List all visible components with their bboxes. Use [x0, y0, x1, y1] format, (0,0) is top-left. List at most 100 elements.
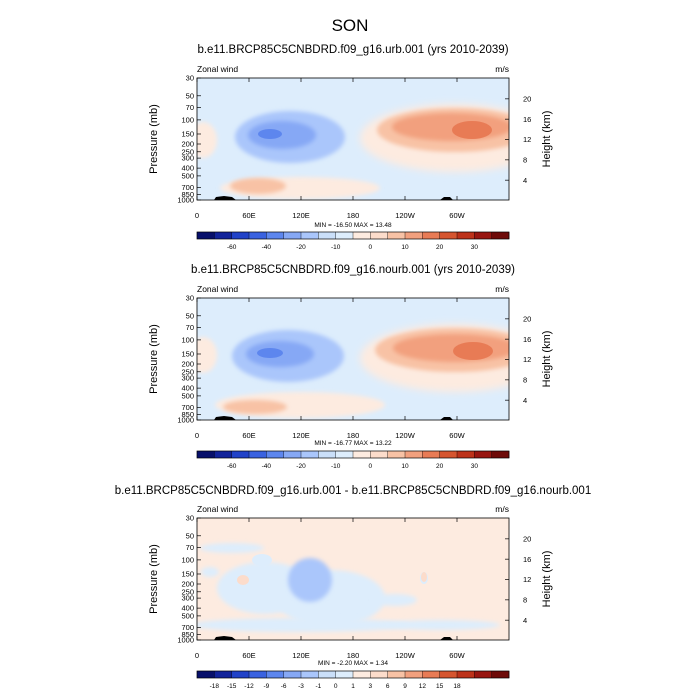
- panel-3-y-tick-label: 150: [181, 570, 194, 579]
- panel-3-y-tick-label: 850: [181, 630, 194, 639]
- panel-1-y-tick-label: 100: [181, 115, 194, 124]
- panel-1-colorbar-swatch: [457, 232, 475, 239]
- panel-2-y-tick-label: 300: [181, 374, 194, 383]
- panel-2-colorbar-swatch: [422, 451, 440, 458]
- panel-1-colorbar-swatch: [266, 232, 284, 239]
- panel-1-colorbar-swatch: [474, 232, 492, 239]
- panel-2-right-label: m/s: [495, 284, 509, 294]
- panel-1-y-right-tick-label: 8: [523, 155, 527, 164]
- panel-2-y-tick-label: 70: [186, 323, 194, 332]
- panel-3-colorbar-label: -12: [244, 683, 254, 690]
- panel-1-y-tick-label: 30: [186, 74, 194, 83]
- panel-2-x-tick-label: 120E: [292, 431, 310, 440]
- panel-3-y-right-tick-label: 20: [523, 534, 531, 543]
- panel-2-colorbar-swatch: [439, 451, 458, 458]
- panel-1-x-tick-label: 120W: [395, 211, 416, 220]
- panel-3-y-right-tick-label: 16: [523, 555, 531, 564]
- panel-1-y-right-ticks: 20 16 12 8 4: [505, 94, 531, 185]
- panel-3-right-label: m/s: [495, 504, 509, 514]
- panel-3-ylabel: Pressure (mb): [148, 544, 160, 614]
- panel-3-colorbar-label: 9: [403, 683, 407, 690]
- panel-2-y-tick-label: 400: [181, 384, 194, 393]
- panel-2-minmax: MIN = -16.77 MAX = 13.22: [314, 440, 392, 447]
- panel-1-y-tick-label: 250: [181, 147, 194, 156]
- panel-1-colorbar-label: 30: [471, 244, 479, 251]
- panel-2-ylabel-right: Height (km): [541, 331, 553, 388]
- panel-1-y-right-tick-label: 16: [523, 115, 531, 124]
- panel-3-colorbar-swatch: [353, 671, 371, 678]
- panel-1-colorbar-swatch: [422, 232, 440, 239]
- panel-3-y-tick-label: 100: [181, 555, 194, 564]
- panel-2-colorbar: -60 -40 -20 -10 0 10 20 30: [196, 450, 510, 470]
- panel-3-colorbar-label: 18: [453, 683, 461, 690]
- panel-3-colorbar-swatch: [405, 671, 423, 678]
- panel-3-y-tick-label: 30: [186, 514, 194, 523]
- panel-1-ylabel-right: Height (km): [541, 111, 553, 168]
- panel-1-colorbar-swatch: [370, 232, 388, 239]
- panel-3-y-right-tick-label: 8: [523, 595, 527, 604]
- panel-3-colorbar-label: 0: [334, 683, 338, 690]
- panel-2-y-right-tick-label: 8: [523, 375, 527, 384]
- panel-3-colorbar-swatch: [439, 671, 458, 678]
- panel-1-y-tick-label: 70: [186, 103, 194, 112]
- panel-1-colorbar-label: -40: [262, 244, 272, 251]
- panel-1-y-tick-label: 50: [186, 91, 194, 100]
- panel-3-colorbar-swatch: [318, 671, 336, 678]
- panel-1-colorbar-swatch: [249, 232, 267, 239]
- panel-2-y-tick-label: 100: [181, 335, 194, 344]
- panel-2-y-tick-label: 30: [186, 294, 194, 303]
- panel-2-y-right-ticks: 20 16 12 8 4: [505, 314, 531, 405]
- panel-3-colorbar-label: 12: [419, 683, 427, 690]
- panel-3-colorbar-label: 3: [369, 683, 373, 690]
- panel-2-ylabel: Pressure (mb): [148, 324, 160, 394]
- panel-1-x-tick-label: 120E: [292, 211, 310, 220]
- panel-2: b.e11.BRCP85C5CNBDRD.f09_g16.nourb.001 (…: [148, 264, 553, 470]
- panel-2-x-tick-label: 180: [347, 431, 360, 440]
- panel-2-colorbar-swatch: [457, 451, 475, 458]
- panel-3: b.e11.BRCP85C5CNBDRD.f09_g16.urb.001 - b…: [115, 485, 591, 690]
- panel-3-y-tick-label: 700: [181, 623, 194, 632]
- panel-2-y-tick-label: 700: [181, 403, 194, 412]
- panel-3-colorbar-label: 15: [436, 683, 444, 690]
- panel-2-colorbar-label: 10: [401, 463, 409, 470]
- panel-2-colorbar-frame: [196, 450, 510, 459]
- panel-2-colorbar-label: -20: [296, 463, 306, 470]
- panel-1-right-label: m/s: [495, 64, 509, 74]
- panel-2-y-tick-label: 250: [181, 367, 194, 376]
- panel-3-colorbar-label: -6: [281, 683, 287, 690]
- panel-1-x-tick-label: 60W: [449, 211, 465, 220]
- panel-3-y-tick-label: 200: [181, 580, 194, 589]
- panel-3-colorbar-swatch: [335, 671, 354, 678]
- panel-1-colorbar-swatch: [283, 232, 302, 239]
- panel-1-colorbar-swatch: [439, 232, 458, 239]
- panel-1-x-tick-label: 0: [195, 211, 199, 220]
- panel-2-x-tick-label: 120W: [395, 431, 416, 440]
- panel-1-y-right-tick-label: 4: [523, 176, 527, 185]
- panel-3-colorbar-label: -18: [210, 683, 220, 690]
- panel-1-colorbar-label: 0: [369, 244, 373, 251]
- panel-3-colorbar-swatch: [457, 671, 475, 678]
- panel-2-colorbar-label: -60: [227, 463, 237, 470]
- panel-2-x-tick-label: 0: [195, 431, 199, 440]
- panel-1-colorbar-swatch: [301, 232, 319, 239]
- panel-1-colorbar-label: -10: [331, 244, 341, 251]
- panel-3-colorbar-swatch: [283, 671, 302, 678]
- panel-3-colorbar-swatch: [370, 671, 388, 678]
- panel-2-colorbar-label: 20: [436, 463, 444, 470]
- panel-3-colorbar-swatch: [197, 671, 215, 678]
- panel-3-y-tick-label: 50: [186, 531, 194, 540]
- panel-2-x-ticks: 0 60E 120E 180 120W 60W: [195, 298, 466, 440]
- panel-1-title: b.e11.BRCP85C5CNBDRD.f09_g16.urb.001 (yr…: [197, 44, 508, 56]
- panel-3-x-tick-label: 180: [347, 651, 360, 660]
- panel-1-y-tick-label: 850: [181, 190, 194, 199]
- panel-3-y-tick-label: 300: [181, 594, 194, 603]
- panel-1-y-tick-label: 1000: [177, 196, 194, 205]
- panel-1: b.e11.BRCP85C5CNBDRD.f09_g16.urb.001 (yr…: [148, 44, 553, 251]
- panel-3-colorbar-swatch: [491, 671, 510, 678]
- panel-3-colorbar-label: -1: [315, 683, 321, 690]
- panel-3-x-tick-label: 120E: [292, 651, 310, 660]
- panel-3-colorbar-swatch: [214, 671, 232, 678]
